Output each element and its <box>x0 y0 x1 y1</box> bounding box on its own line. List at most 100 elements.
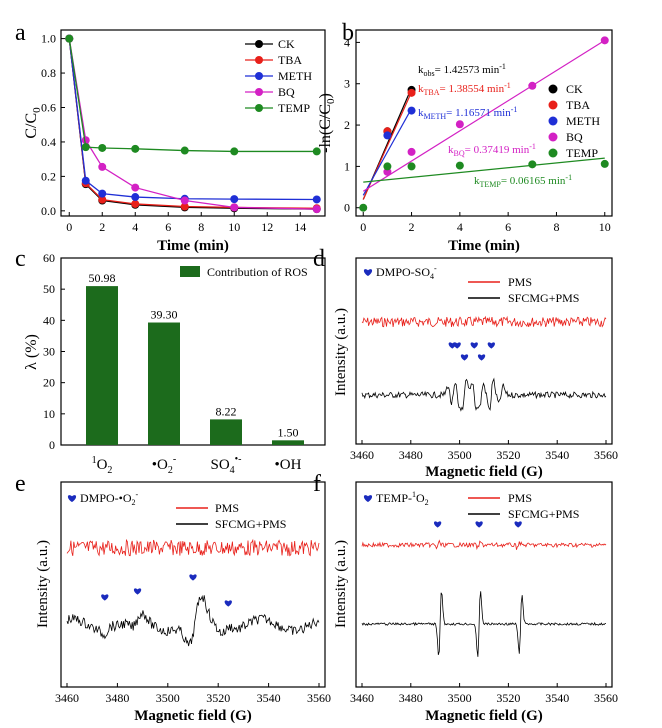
bar-value-label: 50.98 <box>89 271 116 285</box>
legend-label-pms-d: PMS <box>508 275 532 289</box>
x-axis-label-f: Magnetic field (G) <box>425 708 542 724</box>
bar-2 <box>210 419 242 445</box>
spectrum-trace-d-pms <box>361 315 607 328</box>
y-tick-label-b: 4 <box>344 35 350 49</box>
y-axis-label-c: λ (%) <box>23 334 40 370</box>
x-tick-label-b: 0 <box>360 220 366 234</box>
svg-text:DMPO-•O2-: DMPO-•O2- <box>80 490 139 507</box>
data-point-temp <box>81 143 90 152</box>
panel-letter-e: e <box>15 471 26 497</box>
tag-e: DMPO-•O2- <box>67 490 139 507</box>
panel-c: c 0 10 20 30 40 50 60 50.98 39.30 8.22 1.50 1O2 •O… <box>15 246 326 476</box>
legend-label-ck: CK <box>278 37 295 51</box>
spectrum-trace-f-pms <box>361 539 607 551</box>
y-tick-label-a: 1.0 <box>41 32 56 46</box>
tag-d: DMPO-SO4- <box>363 264 437 281</box>
heart-icon <box>67 495 77 502</box>
x-tick-label-e: 3460 <box>55 691 79 705</box>
spectrum-trace-e-sfcmg-pms <box>66 595 320 647</box>
y-tick-label-b: 2 <box>344 118 350 132</box>
y-tick-label-a: 0.0 <box>41 204 56 218</box>
heart-icon <box>363 495 373 502</box>
x-tick-label-d: 3500 <box>448 448 472 462</box>
x-tick-label-a: 2 <box>99 220 105 234</box>
legend-label-bq: BQ <box>278 85 295 99</box>
heart-icon <box>460 354 469 361</box>
data-point-temp <box>230 147 239 156</box>
panel-letter-f: f <box>313 471 321 497</box>
data-point-temp <box>180 146 189 155</box>
data-point-temp <box>131 144 140 153</box>
fit-line-bq <box>362 39 606 192</box>
y-tick-label-c: 30 <box>43 345 55 359</box>
legend-label-ck: CK <box>566 82 583 96</box>
heart-icon <box>189 574 197 581</box>
rate-constant-label-meth: kMETH= 1.16571 min-1 <box>418 105 517 121</box>
y-axis-label-d: Intensity (a.u.) <box>333 308 349 396</box>
x-tick-label-a: 8 <box>198 220 204 234</box>
rate-constant-label-tba: kTBA= 1.38554 min-1 <box>418 81 511 97</box>
y-axis-label-a: C/C0 <box>23 107 43 139</box>
x-tick-label-a: 14 <box>294 220 306 234</box>
panel-d: d 3460 3480 3500 3520 3540 3560 DMPO-SO4- PMS… <box>313 246 618 480</box>
heart-icon <box>453 342 461 349</box>
x-tick-label-e: 3500 <box>156 691 180 705</box>
y-tick-label-c: 0 <box>49 438 55 452</box>
x-tick-label-f: 3460 <box>350 691 374 705</box>
bar-3 <box>272 440 304 445</box>
y-tick-label-b: 3 <box>344 77 350 91</box>
x-tick-label-e: 3560 <box>307 691 331 705</box>
y-axis-label-e: Intensity (a.u.) <box>35 540 51 628</box>
panel-letter-b: b <box>342 20 354 46</box>
category-label-3: •OH <box>275 457 302 473</box>
data-point-temp <box>407 162 416 171</box>
data-point-meth <box>407 106 416 115</box>
data-point-temp <box>98 143 107 152</box>
data-point-temp <box>383 162 392 171</box>
panel-e: e 3460 3480 3500 3520 3540 3560 DMPO-•O2- PMS… <box>15 471 331 724</box>
legend-label-sfcmg-e: SFCMG+PMS <box>215 517 286 531</box>
x-tick-label-e: 3480 <box>105 691 129 705</box>
x-tick-label-f: 3520 <box>496 691 520 705</box>
data-point-bq <box>98 162 107 171</box>
heart-icon <box>514 521 522 528</box>
fit-line-meth <box>362 108 413 196</box>
plot-frame-a <box>60 29 326 217</box>
rate-constant-label-ck: kobs= 1.42573 min-1 <box>418 62 506 78</box>
bar-0 <box>86 286 118 445</box>
data-point-bq <box>407 147 416 156</box>
rate-constant-label-bq: kBQ= 0.37419 min-1 <box>448 142 536 158</box>
x-tick-label-d: 3460 <box>350 448 374 462</box>
heart-icon <box>475 521 483 528</box>
legend-marker-meth <box>548 116 558 126</box>
data-point-bq <box>230 203 239 212</box>
y-tick-label-c: 20 <box>43 376 55 390</box>
legend-label-meth: METH <box>566 114 600 128</box>
plot-frame-d <box>355 257 613 445</box>
heart-icon <box>477 354 486 361</box>
legend-marker-bq <box>255 88 263 96</box>
x-tick-label-f: 3560 <box>594 691 618 705</box>
y-tick-label-c: 40 <box>43 313 55 327</box>
y-tick-label-a: 0.8 <box>41 66 56 80</box>
data-point-meth <box>81 176 90 185</box>
rate-constant-label-temp: kTEMP= 0.06165 min-1 <box>474 173 572 189</box>
data-point-bq <box>131 183 140 192</box>
x-tick-label-d: 3560 <box>594 448 618 462</box>
x-tick-label-a: 6 <box>165 220 171 234</box>
x-tick-label-a: 4 <box>132 220 138 234</box>
x-tick-label-b: 4 <box>457 220 463 234</box>
legend-marker-tba <box>255 56 263 64</box>
data-point-meth <box>383 131 392 140</box>
y-tick-label-c: 50 <box>43 282 55 296</box>
panel-letter-d: d <box>313 246 325 272</box>
y-tick-label-c: 10 <box>43 407 55 421</box>
x-tick-label-b: 6 <box>505 220 511 234</box>
spectrum-trace-f-sfcmg-pms <box>361 591 607 657</box>
x-tick-label-d: 3480 <box>399 448 423 462</box>
fit-line-temp <box>363 157 605 183</box>
data-point-temp <box>455 161 464 170</box>
legend-marker-ck <box>255 40 263 48</box>
data-point-bq <box>528 81 537 90</box>
